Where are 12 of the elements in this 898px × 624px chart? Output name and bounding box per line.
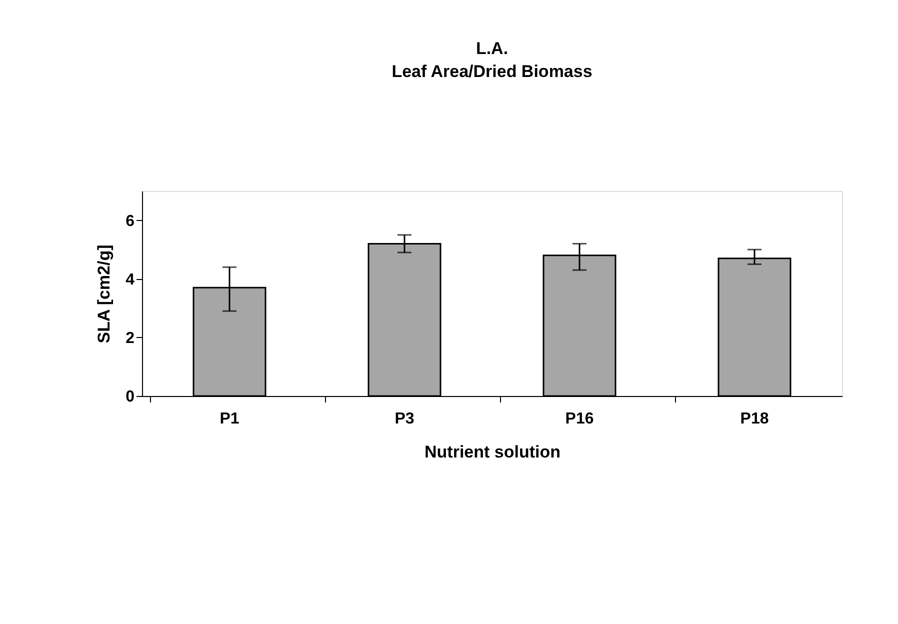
y-tick-label: 6 xyxy=(126,212,135,230)
x-tick-label: P16 xyxy=(565,410,594,428)
x-tick-label: P18 xyxy=(740,410,769,428)
x-axis-title: Nutrient solution xyxy=(424,442,560,462)
chart-title: L.A. xyxy=(476,39,508,58)
chart-subtitle: Leaf Area/Dried Biomass xyxy=(392,62,592,81)
y-tick-label: 4 xyxy=(126,271,135,288)
y-axis-title: SLA [cm2/g] xyxy=(94,244,114,344)
x-tick-label: P3 xyxy=(394,410,414,428)
y-tick-label: 2 xyxy=(126,330,135,347)
y-tick-label: 0 xyxy=(126,388,135,406)
x-tick-label: P1 xyxy=(220,410,240,428)
